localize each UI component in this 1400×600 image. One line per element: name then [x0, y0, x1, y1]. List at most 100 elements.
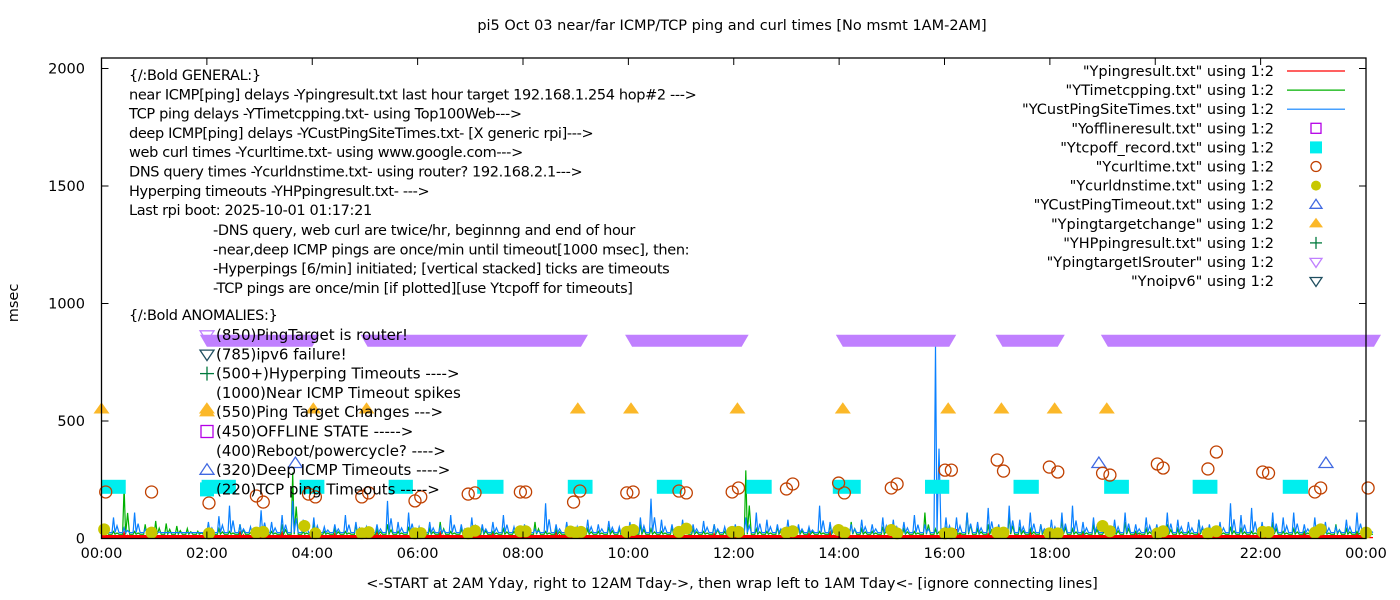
curl-time-marker	[99, 485, 113, 499]
curl-dns-time-marker	[469, 524, 482, 537]
curl-dns-time-marker	[298, 520, 311, 533]
curl-time-marker	[996, 464, 1011, 478]
curl-time-marker	[944, 463, 958, 477]
curl-dns-time-marker	[309, 527, 322, 540]
annotation-anomaly-line: (500+)Hyperping Timeouts ---->	[216, 365, 460, 383]
tcpoff-marker	[925, 479, 950, 494]
annotation-layer: {/:Bold GENERAL:} near ICMP[ping] delays …	[128, 68, 697, 498]
x-tick-label: 00:00	[81, 546, 123, 562]
annotation-anomaly-line: (220)TCP ping Timeouts ----->	[216, 480, 440, 498]
legend-entry-label: "YHPpingresult.txt" using 1:2	[1063, 236, 1274, 252]
legend: "Ypingresult.txt" using 1:2 "YTimetcpping…	[1022, 64, 1345, 290]
curl-time-marker	[1095, 466, 1110, 480]
curl-dns-time-marker	[732, 525, 745, 538]
curl-time-marker	[679, 486, 693, 500]
x-tick-label: 04:00	[291, 546, 333, 562]
curl-time-marker	[1314, 481, 1328, 495]
y-tick-label: 1000	[48, 297, 85, 313]
curl-time-marker	[831, 476, 846, 490]
curl-time-marker	[837, 486, 852, 500]
x-tick-label: 12:00	[713, 546, 755, 562]
legend-entry-label: "Ytcpoff_record.txt" using 1:2	[1060, 140, 1274, 156]
legend-entry-label: "Yofflineresult.txt" using 1:2	[1071, 121, 1274, 137]
legend-marker-sample	[1308, 276, 1324, 288]
ping-target-change-marker	[940, 402, 957, 414]
curl-dns-time-marker	[1157, 525, 1170, 538]
anomaly-key-marker-icon	[200, 366, 214, 381]
curl-time-marker	[301, 487, 316, 501]
tcpoff-marker	[1013, 479, 1039, 494]
curl-dns-time-marker	[891, 527, 904, 540]
legend-entry-label: "Ypingtargetchange" using 1:2	[1051, 217, 1274, 233]
annotation-general-line: DNS query times -Ycurldnstime.txt- using…	[129, 165, 582, 181]
curl-dns-time-marker	[1103, 525, 1116, 538]
legend-marker-sample	[1308, 257, 1324, 269]
curl-time-marker	[731, 481, 746, 495]
x-tick-label: 02:00	[186, 546, 228, 562]
ping-target-change-marker	[993, 402, 1010, 414]
curl-time-marker	[1209, 445, 1224, 459]
curl-time-marker	[938, 463, 952, 477]
axes: 00:00 02:00 04:00 06:00 08:00 10:00 12:00 14:00…	[48, 57, 1387, 562]
x-tick-label: 14:00	[818, 546, 860, 562]
annotation-anomaly-line: (320)Deep ICMP Timeouts ---->	[216, 461, 450, 479]
curl-dns-time-marker	[98, 523, 111, 536]
ping-target-change-marker	[623, 402, 640, 414]
pingtarget-router-marker-band	[199, 334, 320, 347]
pingtarget-router-marker-band	[1100, 334, 1381, 347]
legend-marker-sample	[1310, 236, 1322, 249]
x-tick-label: 18:00	[1029, 546, 1071, 562]
annotation-anomaly-line: (400)Reboot/powercycle? ---->	[216, 442, 446, 460]
annotation-note-line: -Hyperpings [6/min] initiated; [vertical…	[213, 262, 669, 278]
legend-marker-sample	[1310, 122, 1322, 134]
anomaly-key-marker-icon	[198, 462, 216, 475]
legend-marker-sample	[1311, 180, 1321, 191]
curl-time-marker	[1361, 481, 1375, 495]
curl-dns-time-marker	[838, 526, 851, 539]
legend-entry-label: "Ypingresult.txt" using 1:2	[1083, 64, 1274, 80]
cust-ping-timeout-marker	[1090, 455, 1108, 469]
curl-time-marker	[202, 496, 216, 510]
x-tick-label: 00:00	[1345, 546, 1387, 562]
pingtarget-router-marker-band	[360, 334, 588, 347]
curl-dns-time-marker	[257, 525, 270, 538]
x-tick-label: 06:00	[397, 546, 439, 562]
x-tick-label: 16:00	[924, 546, 966, 562]
curl-time-marker	[355, 490, 369, 504]
y-tick-label: 0	[76, 532, 85, 548]
ping-target-change-marker	[305, 402, 322, 414]
curl-time-marker	[573, 484, 587, 498]
curl-dns-time-marker	[1314, 523, 1327, 536]
tcpoff-marker	[746, 479, 772, 494]
ping-target-change-marker	[729, 402, 746, 414]
curl-time-marker	[1201, 462, 1215, 476]
anomaly-key-marker-icon	[198, 349, 216, 362]
x-tick-label: 10:00	[607, 546, 649, 562]
cust-ping-timeout-marker	[287, 455, 304, 469]
anomaly-key-marker-icon	[200, 482, 214, 497]
annotation-general-line: near ICMP[ping] delays -Ypingresult.txt …	[129, 87, 696, 103]
x-tick-label: 08:00	[502, 546, 544, 562]
curl-time-marker	[620, 486, 634, 500]
curl-dns-time-marker	[680, 522, 693, 535]
legend-marker-sample	[1309, 217, 1323, 228]
curl-dns-time-marker	[627, 524, 640, 537]
pingtarget-router-marker-band	[625, 334, 749, 347]
curl-dns-time-marker	[1262, 526, 1275, 539]
curl-time-marker	[626, 485, 640, 499]
tcpoff-marker	[567, 479, 593, 494]
legend-entry-label: "YCustPingTimeout.txt" using 1:2	[1034, 198, 1274, 214]
curl-time-marker	[1156, 461, 1170, 475]
anomaly-key-marker-icon	[198, 330, 216, 343]
curl-time-marker	[518, 485, 533, 499]
curl-dns-time-marker	[202, 527, 215, 540]
curl-dns-time-marker	[1043, 527, 1056, 540]
annotation-anomaly-line: (1000)Near ICMP Timeout spikes	[216, 384, 461, 402]
legend-marker-sample	[1310, 160, 1322, 173]
legend-entry-label: "YpingtargetISrouter" using 1:2	[1047, 255, 1274, 271]
annotation-general-line: deep ICMP[ping] delays -YCustPingSiteTim…	[129, 126, 593, 142]
y-tick-label: 1500	[48, 179, 85, 195]
annotation-anomaly-line: (850)PingTarget is router!	[216, 326, 408, 344]
legend-entry-label: "YTimetcpping.txt" using 1:2	[1066, 83, 1274, 99]
